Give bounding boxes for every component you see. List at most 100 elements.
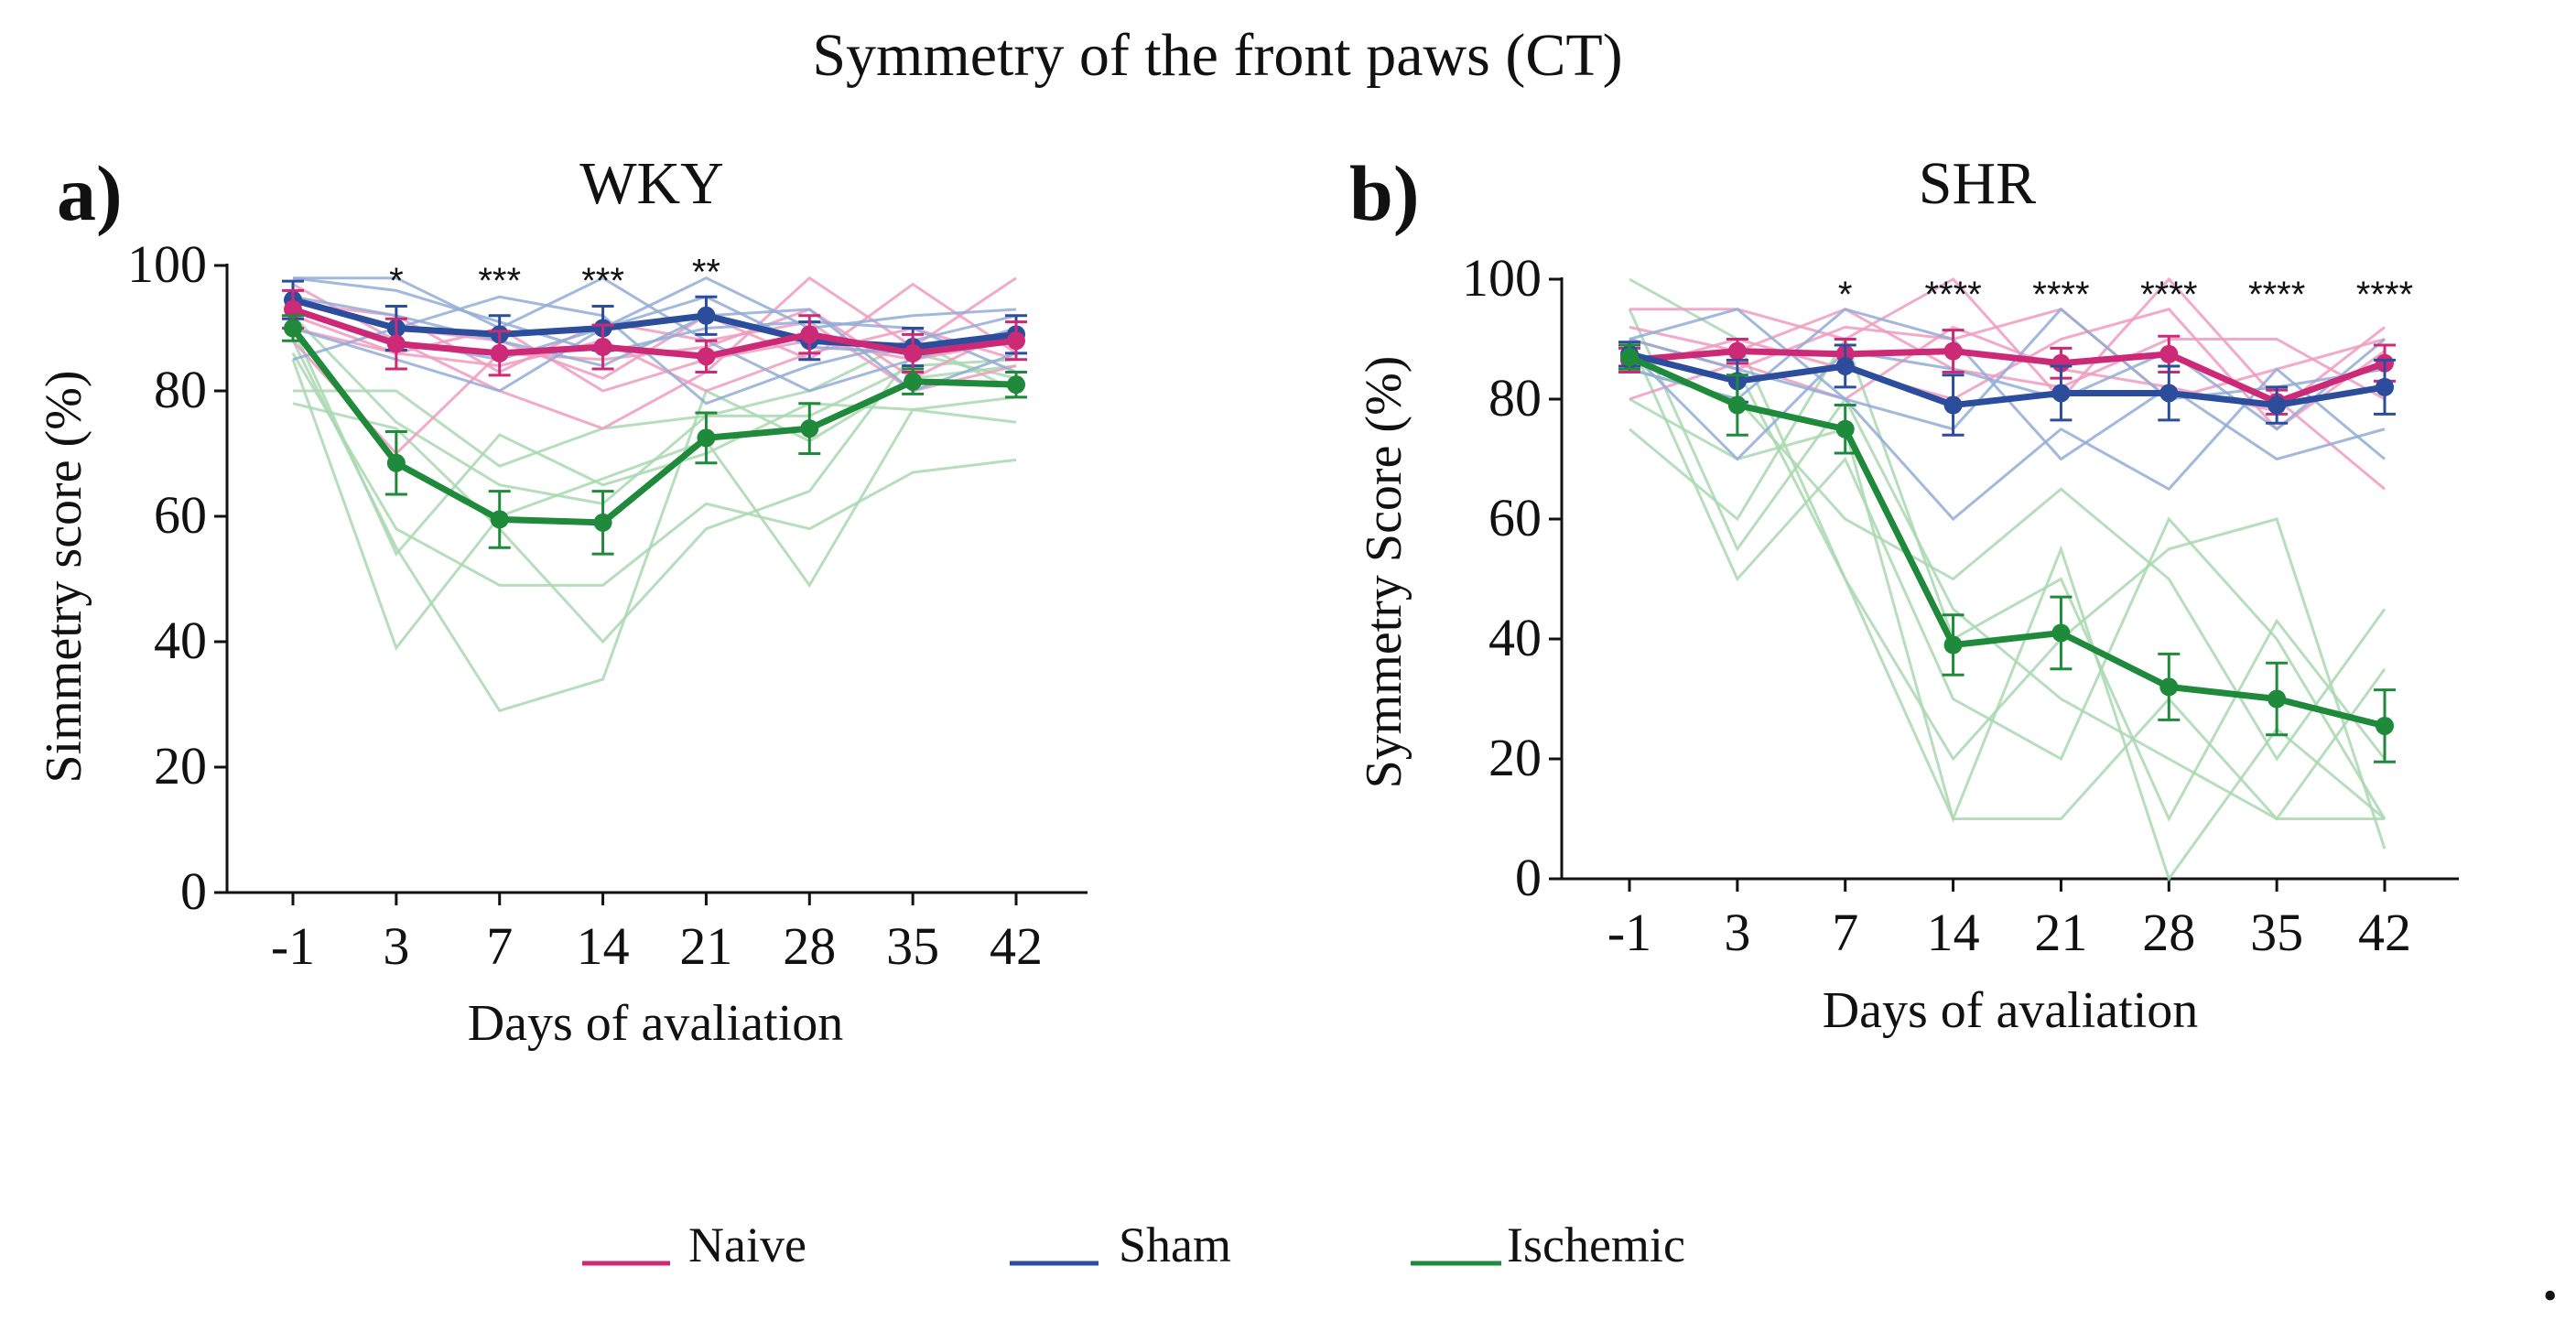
data-point-naive [593,338,612,357]
individual-trace-ischemic [1629,367,2387,762]
y-tick-label: 100 [1462,248,1542,308]
data-point-naive [2159,344,2179,363]
data-point-naive [386,334,406,353]
individual-trace-ischemic [293,358,1017,468]
y-axis-label-shr: Symmetry Score (%) [1356,356,1412,789]
panel-letter-a: a) [57,149,123,237]
significance-marker: **** [2356,275,2413,315]
individual-trace-ischemic [1629,397,2386,882]
data-point-sham [2159,384,2179,403]
data-point-ischemic [2268,689,2287,709]
x-axis-label-shr: Days of avaliation [1823,982,2199,1039]
panel-shr: b) SHR Days of avaliation Symmetry Score… [1349,149,2459,1039]
data-point-ischemic [386,453,406,472]
data-point-naive [1943,341,1963,361]
significance-marker: *** [581,261,624,301]
data-point-ischemic [697,428,716,448]
individual-trace-sham [292,276,1017,373]
individual-trace-ischemic [1628,308,2387,821]
panel-letter-b: b) [1349,149,1419,237]
individual-trace-naive [1629,308,2386,401]
individual-trace-ischemic [292,352,1017,644]
x-tick-label: 42 [990,916,1043,976]
individual-trace-ischemic [291,352,1017,587]
data-point-naive [904,343,923,363]
data-point-ischemic [1620,348,1639,367]
significance-marker: **** [2140,275,2197,315]
data-point-ischemic [593,513,612,532]
data-point-ischemic [2159,677,2179,697]
legend: Naive Sham Ischemic [582,1218,1685,1272]
data-point-naive [490,343,509,363]
individual-trace-sham [1628,338,2386,461]
significance-marker: ** [692,252,720,292]
y-tick-label: 20 [154,736,207,795]
data-point-naive [284,299,302,319]
x-tick-label: 7 [486,916,513,976]
y-tick-label: 60 [1488,488,1542,547]
x-tick-label: 42 [2358,903,2411,962]
x-tick-label: 28 [783,916,836,976]
data-point-naive [2051,353,2071,373]
significance-marker: * [1838,275,1853,315]
individual-trace-ischemic [1629,338,2387,850]
data-point-sham [1835,356,1855,375]
individual-trace-naive [1629,325,2386,413]
data-point-ischemic [284,319,302,338]
y-tick-label: 40 [154,611,207,670]
significance-marker: *** [478,261,521,301]
data-point-ischemic [1835,419,1855,438]
panel-title-wky: WKY [579,150,724,217]
data-point-naive [697,347,716,366]
x-tick-label: -1 [271,916,315,976]
individual-trace-sham [292,276,1017,393]
x-tick-label: 28 [2142,903,2195,962]
legend-label-sham: Sham [1119,1218,1231,1272]
data-point-ischemic [2376,716,2394,735]
x-axis-label-wky: Days of avaliation [468,995,844,1052]
x-tick-label: 35 [886,916,939,976]
x-tick-label: -1 [1607,903,1651,962]
x-tick-label: 3 [383,916,409,976]
individual-trace-sham [1629,307,2386,431]
x-tick-label: 35 [2250,903,2303,962]
individual-trace-ischemic [291,327,1017,557]
x-tick-label: 7 [1832,903,1858,962]
individual-trace-naive [292,314,1017,393]
data-point-naive [1007,331,1025,351]
individual-trace-ischemic [1628,338,2387,820]
x-tick-label: 14 [1927,903,1980,962]
mean-line-sham [292,297,1017,351]
individual-trace-sham [293,276,1017,393]
data-point-sham [697,306,716,325]
data-point-ischemic [1007,375,1025,395]
figure-title: Symmetry of the front paws (CT) [812,22,1622,89]
data-point-ischemic [2051,623,2071,643]
legend-label-ischemic: Ischemic [1507,1218,1685,1272]
mean-line-sham [1629,351,2386,409]
y-tick-label: 80 [154,360,207,419]
individual-trace-ischemic [1629,336,2387,822]
data-point-ischemic [904,372,923,391]
x-tick-label: 21 [679,916,732,976]
y-tick-label: 0 [180,861,207,921]
data-point-ischemic [800,419,819,438]
significance-marker: * [389,261,404,301]
panel-wky: a) WKY Days of avaliation Simmetry score… [36,149,1088,1052]
data-point-naive [1727,341,1747,361]
mean-line-naive [1629,348,2387,406]
y-tick-label: 60 [154,485,207,545]
x-tick-label: 21 [2034,903,2087,962]
y-axis-label-wky: Simmetry score (%) [36,371,92,784]
trailing-dot: • [2543,1273,2557,1318]
y-tick-label: 40 [1488,608,1542,667]
y-tick-label: 100 [127,234,207,294]
x-tick-label: 3 [1724,903,1750,962]
data-point-ischemic [1943,635,1963,655]
y-tick-label: 0 [1515,848,1542,907]
significance-marker: **** [1924,275,1981,315]
data-point-naive [800,325,819,344]
significance-marker: **** [2248,275,2305,315]
